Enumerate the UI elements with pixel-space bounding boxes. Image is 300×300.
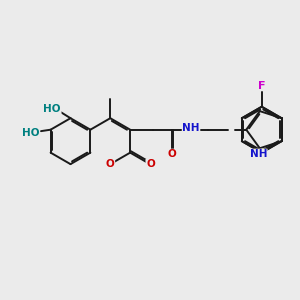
Text: O: O — [167, 149, 176, 159]
Text: F: F — [258, 81, 266, 91]
Text: NH: NH — [182, 123, 200, 133]
Text: HO: HO — [44, 104, 61, 114]
Text: O: O — [106, 159, 115, 169]
Text: O: O — [146, 159, 155, 169]
Text: HO: HO — [22, 128, 40, 138]
Text: NH: NH — [250, 149, 267, 159]
